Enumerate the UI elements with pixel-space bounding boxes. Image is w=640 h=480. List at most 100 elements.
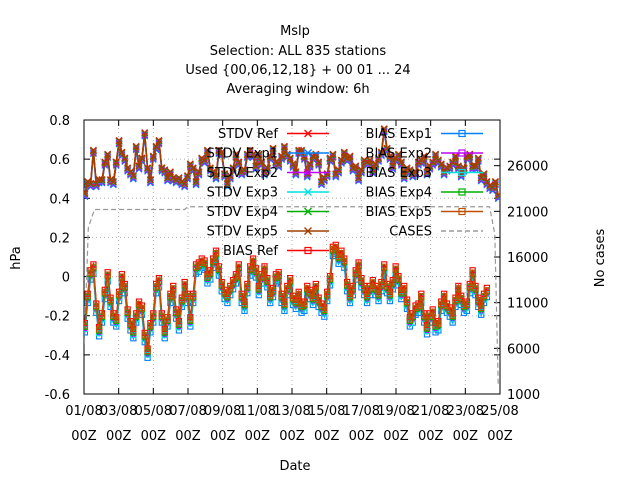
data-point (226, 172, 234, 180)
data-point (135, 164, 143, 172)
data-point (269, 145, 277, 153)
data-point (87, 180, 95, 188)
data-point (118, 273, 126, 280)
data-point (301, 300, 308, 308)
data-point (104, 271, 111, 278)
x-tick-label: 03/08 (100, 404, 137, 419)
data-point (454, 162, 462, 170)
data-point (84, 190, 89, 198)
data-point (112, 158, 120, 166)
data-point (130, 328, 137, 335)
data-point (124, 308, 131, 315)
data-point (190, 292, 197, 300)
legend-marker (458, 168, 466, 177)
data-point (469, 162, 477, 170)
data-point (420, 152, 428, 160)
y-tick-label: 0 (62, 271, 70, 286)
data-point (286, 277, 294, 284)
x-tick-label: 01/08 (65, 404, 102, 419)
data-point (258, 273, 265, 280)
x-tick-label-hour: 00Z (279, 429, 305, 444)
data-point (164, 174, 172, 182)
data-point (252, 162, 260, 170)
x-tick-label-hour: 00Z (349, 429, 375, 444)
x-tick-label-hour: 00Z (487, 429, 513, 444)
chart-subtitle-line: Averaging window: 6h (226, 82, 369, 97)
y-tick-label: 0.4 (49, 192, 70, 207)
data-point (338, 156, 345, 164)
data-point (329, 150, 337, 158)
data-point (306, 289, 314, 296)
data-point (275, 271, 282, 278)
data-point (318, 178, 325, 186)
data-point (84, 292, 91, 300)
x-tick-label-hour: 00Z (71, 429, 97, 444)
data-point (195, 168, 203, 176)
x-axis-label: Date (279, 459, 310, 474)
data-point (221, 170, 229, 178)
data-point (212, 172, 220, 180)
data-point (440, 292, 448, 300)
data-point (186, 160, 194, 168)
y2-tick-label: 21000 (507, 205, 548, 220)
data-point (449, 312, 456, 319)
data-point (235, 158, 243, 166)
data-point (397, 158, 405, 166)
data-point (415, 302, 422, 310)
data-point (478, 304, 485, 312)
data-point (215, 265, 223, 272)
data-point (178, 296, 185, 304)
data-point (494, 194, 500, 201)
data-point (458, 294, 465, 302)
data-point (175, 320, 183, 327)
data-point (147, 322, 154, 329)
y-axis-label: hPa (9, 246, 24, 269)
x-tick-label-hour: 00Z (245, 429, 271, 444)
x-tick-label: 09/08 (204, 404, 241, 419)
legend-marker (304, 207, 312, 216)
data-point (412, 168, 420, 176)
data-point (84, 192, 89, 200)
data-point (192, 180, 200, 188)
data-point (129, 172, 137, 180)
data-point (161, 328, 168, 335)
data-point (315, 296, 322, 304)
data-point (113, 316, 120, 323)
legend-marker (304, 188, 312, 196)
data-point (358, 277, 365, 284)
data-point (383, 145, 391, 153)
legend-label: BIAS Exp5 (366, 205, 432, 220)
x-tick-label: 21/08 (412, 404, 449, 419)
data-point (218, 149, 226, 156)
data-point (218, 281, 225, 288)
data-point (372, 160, 380, 168)
data-point (278, 152, 286, 160)
chart-subtitle-line: Selection: ALL 835 stations (210, 44, 387, 59)
data-point (483, 287, 491, 294)
data-point (158, 312, 165, 319)
data-point (229, 164, 237, 172)
data-point (201, 156, 209, 164)
series-bias-exp5 (84, 244, 491, 355)
data-point (138, 304, 146, 312)
data-point (146, 178, 154, 186)
data-point (252, 164, 260, 172)
legend-marker (458, 149, 466, 157)
data-point (386, 291, 394, 298)
y-tick-label: -0.6 (45, 388, 70, 403)
data-point (489, 184, 497, 192)
y2-axis-label: No cases (593, 229, 608, 288)
data-point (494, 192, 500, 200)
data-point (357, 166, 365, 174)
data-point (363, 292, 371, 300)
y2-tick-label: 11000 (507, 297, 548, 312)
legend-marker (458, 188, 466, 196)
data-point (418, 292, 425, 300)
data-point (232, 273, 240, 280)
data-point (124, 164, 132, 172)
data-point (463, 300, 471, 308)
data-point (375, 154, 382, 162)
data-point (483, 178, 491, 186)
x-tick-label: 05/08 (135, 404, 172, 419)
